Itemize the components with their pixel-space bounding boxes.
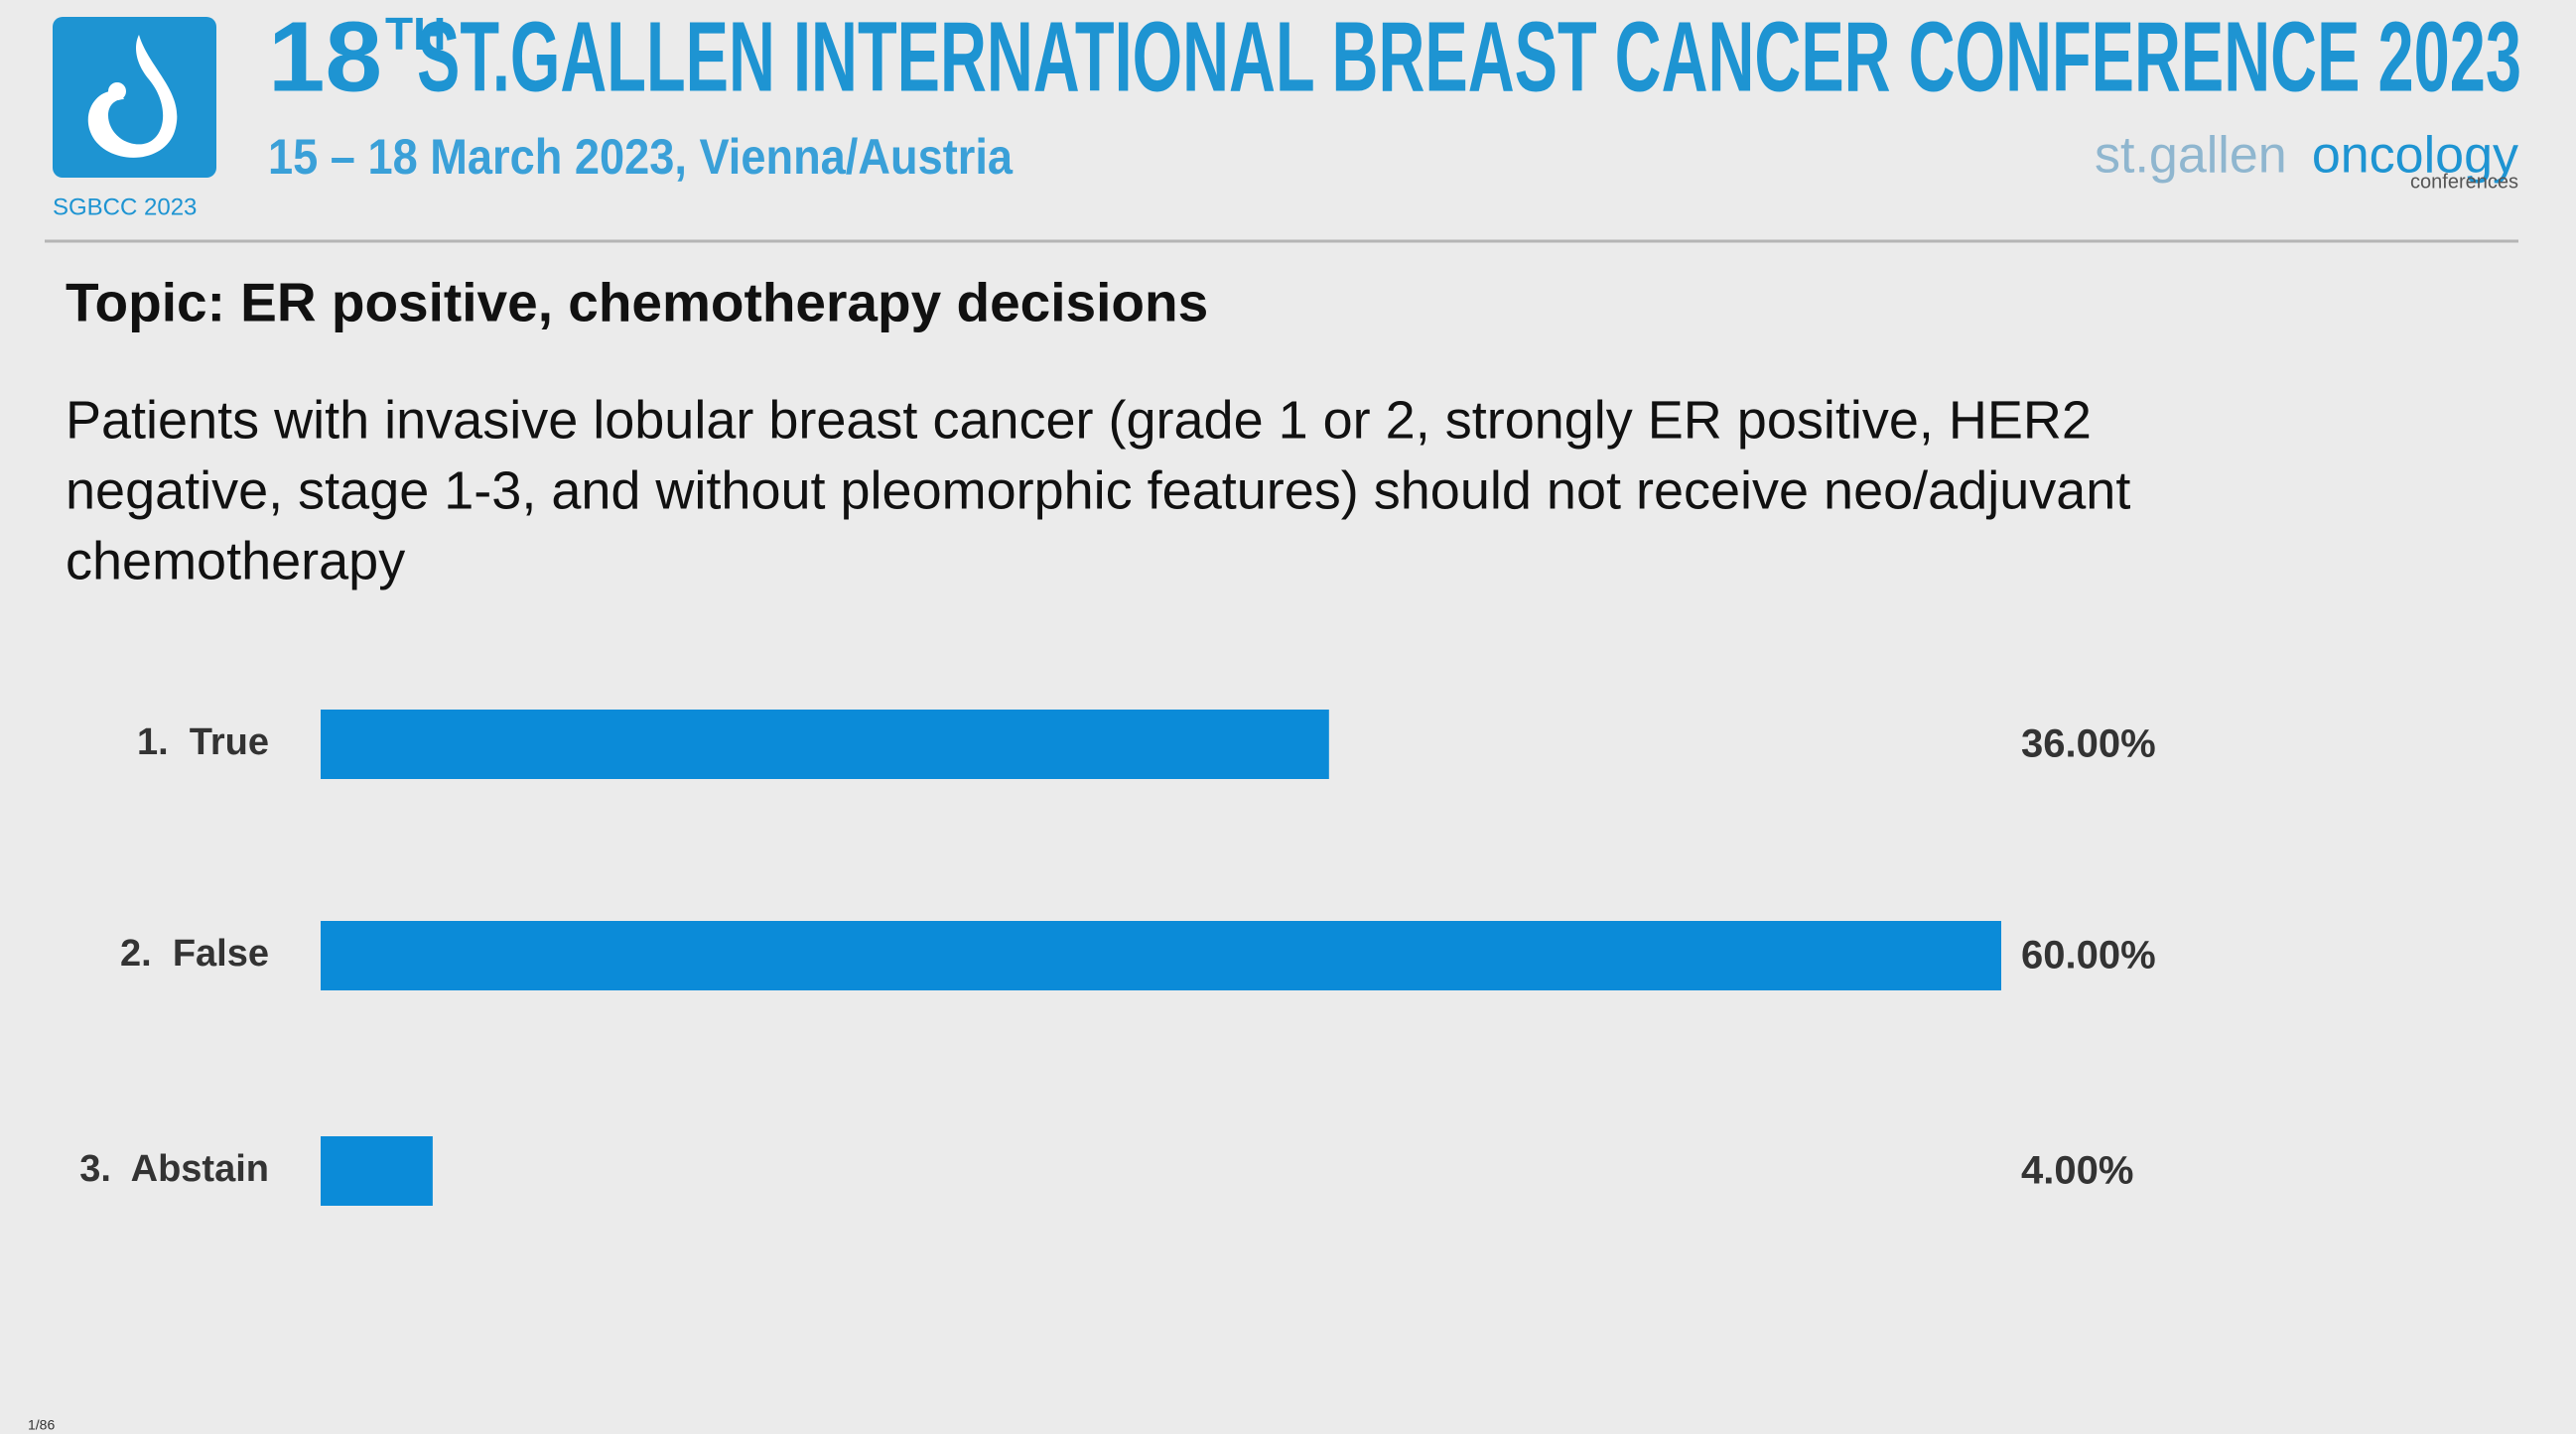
title-superscript: TH — [385, 8, 446, 60]
title-number: 18 — [268, 1, 382, 112]
logo-mark — [87, 35, 178, 158]
page-number: 1/86 — [28, 1417, 55, 1433]
topic: Topic: ER positive, chemotherapy decisio… — [66, 272, 1208, 333]
value-label: 4.00% — [2021, 1149, 2133, 1193]
question-line: Patients with invasive lobular breast ca… — [66, 390, 2092, 450]
category-label: 2. False — [120, 933, 269, 975]
title: ST.GALLEN INTERNATIONAL BREAST CANCER CO… — [417, 1, 2521, 112]
brand-sub: conferences — [2410, 171, 2518, 193]
logo-caption: SGBCC 2023 — [53, 194, 197, 220]
bar — [321, 921, 2001, 990]
category-label: 3. Abstain — [79, 1148, 269, 1190]
brand-right: oncology — [2312, 127, 2518, 185]
bar — [321, 1136, 433, 1206]
bar — [321, 710, 1329, 779]
value-label: 36.00% — [2021, 722, 2156, 766]
logo-dot — [108, 82, 126, 100]
brand-left: st.gallen — [2095, 127, 2287, 185]
logo — [53, 17, 216, 178]
value-label: 60.00% — [2021, 934, 2156, 978]
subtitle: 15 – 18 March 2023, Vienna/Austria — [268, 129, 1014, 185]
question-line: chemotherapy — [66, 531, 405, 590]
question-line: negative, stage 1-3, and without pleomor… — [66, 460, 2130, 520]
category-label: 1. True — [137, 721, 269, 763]
